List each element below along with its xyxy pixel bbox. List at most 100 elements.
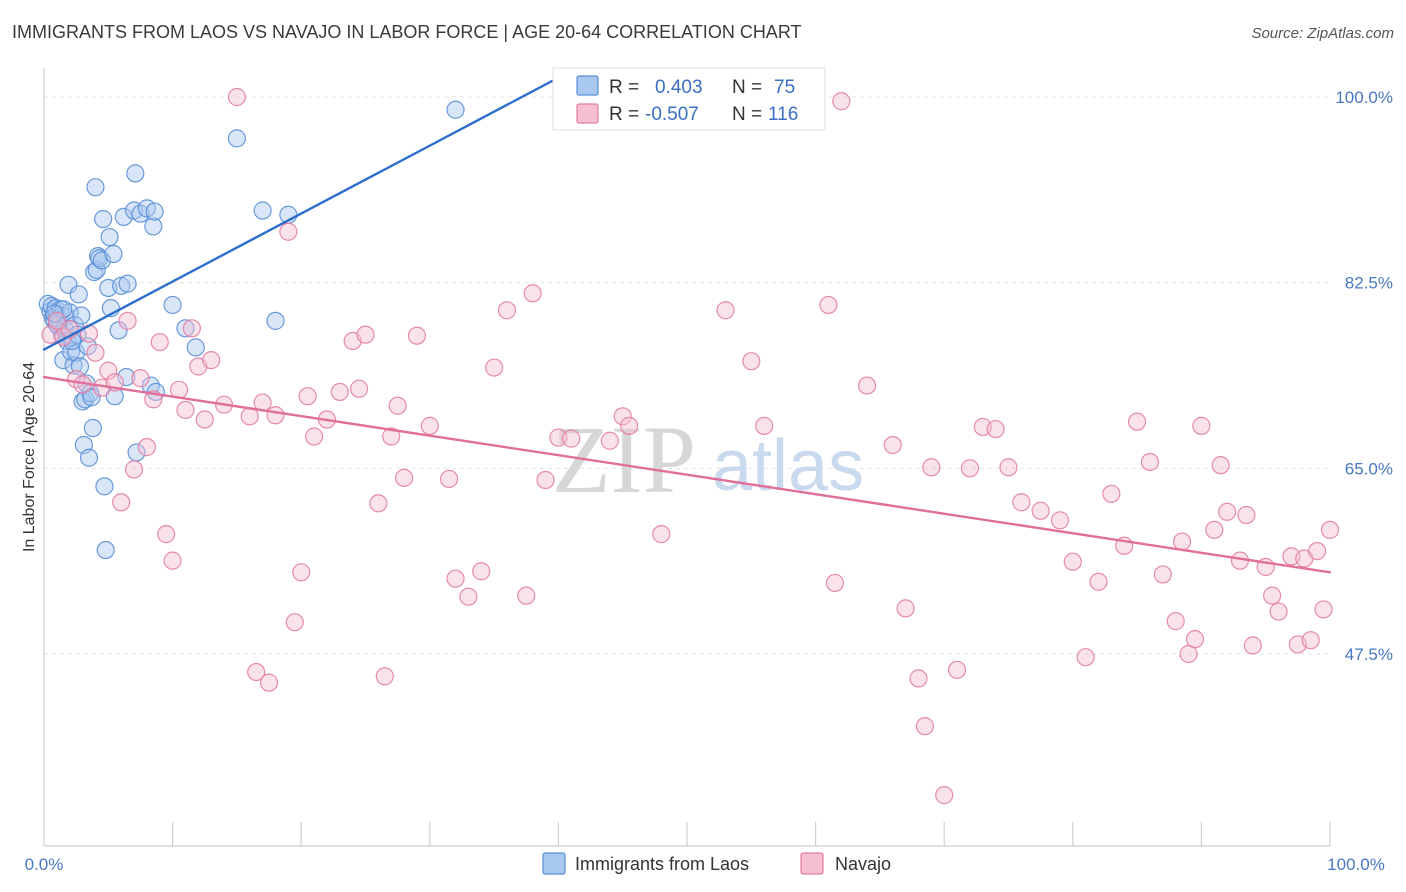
- point-s1-57: [523, 284, 542, 303]
- x-tick-label-right: 100.0%: [1327, 855, 1385, 874]
- legend-r-label-laos: R =: [609, 77, 639, 98]
- point-s1-12: [118, 311, 137, 330]
- point-s0-45: [100, 227, 119, 247]
- point-s0-66: [227, 129, 246, 148]
- point-s0-39: [90, 249, 109, 268]
- point-s1-32: [266, 406, 285, 425]
- point-s1-82: [986, 419, 1005, 439]
- point-s0-61: [145, 202, 164, 221]
- point-s0-25: [72, 306, 91, 325]
- point-s1-41: [349, 379, 369, 398]
- point-s1-73: [883, 435, 902, 455]
- point-s1-31: [259, 673, 279, 692]
- series-legend-swatch-navajo: [800, 852, 824, 875]
- x-tick-label-left: 0.0%: [25, 855, 64, 874]
- scatter-points: [38, 87, 1340, 805]
- point-s1-13: [124, 460, 144, 479]
- trend-lines: [42, 79, 1332, 574]
- point-s1-54: [485, 358, 504, 377]
- point-s1-48: [407, 326, 427, 345]
- point-s1-107: [1263, 586, 1282, 605]
- legend-swatch-navajo: [576, 103, 599, 124]
- x-axis-ticks: [172, 822, 1331, 846]
- chart-source: Source: ZipAtlas.com: [1251, 25, 1394, 42]
- point-s1-98: [1185, 630, 1205, 649]
- point-s0-36: [86, 178, 105, 197]
- point-s1-55: [497, 301, 517, 320]
- point-s0-67: [253, 201, 272, 220]
- point-s1-66: [716, 301, 735, 320]
- point-s1-90: [1102, 484, 1121, 503]
- point-s0-53: [118, 274, 137, 293]
- point-s1-72: [857, 376, 877, 395]
- watermark-atlas: atlas: [712, 426, 864, 506]
- legend-n-value-laos: 75: [774, 77, 795, 98]
- point-s1-86: [1050, 511, 1070, 530]
- point-s1-102: [1218, 502, 1237, 521]
- legend-r-label-navajo: R =: [609, 104, 639, 125]
- y-tick-label-1: 82.5%: [1345, 274, 1393, 293]
- point-s1-46: [388, 396, 407, 415]
- point-s1-22: [182, 319, 201, 338]
- legend-r-value-laos: 0.403: [655, 77, 703, 98]
- point-s1-27: [227, 87, 246, 107]
- point-s1-19: [163, 551, 182, 570]
- point-s1-77: [922, 458, 941, 477]
- point-s0-74: [45, 304, 64, 323]
- point-s1-80: [960, 459, 980, 478]
- point-s1-105: [1243, 636, 1262, 655]
- point-s1-84: [1012, 493, 1031, 512]
- point-s1-37: [304, 427, 324, 446]
- point-s1-113: [1308, 541, 1327, 561]
- point-s0-60: [144, 217, 163, 236]
- legend-r-value-navajo: -0.507: [645, 104, 699, 125]
- y-tick-label-0: 100.0%: [1335, 88, 1393, 107]
- point-s1-75: [909, 669, 928, 688]
- point-s0-68: [266, 311, 285, 330]
- point-s1-35: [292, 563, 311, 582]
- watermark: ZIP atlas: [552, 406, 864, 513]
- trend-line-series-1: [42, 375, 1332, 574]
- point-s1-58: [536, 470, 555, 490]
- point-s1-94: [1153, 565, 1172, 584]
- point-s1-49: [420, 416, 439, 435]
- point-s0-64: [176, 319, 195, 338]
- point-s1-11: [112, 493, 131, 512]
- point-s0-70: [446, 100, 465, 119]
- point-s1-78: [935, 786, 954, 805]
- point-s0-31: [79, 448, 99, 467]
- point-s1-115: [1320, 520, 1340, 539]
- series-1-points: [41, 87, 1340, 805]
- point-s1-36: [298, 387, 317, 406]
- point-s1-71: [832, 92, 851, 111]
- point-s1-62: [600, 431, 619, 450]
- point-s1-9: [99, 361, 118, 380]
- point-s1-96: [1173, 532, 1192, 551]
- point-s1-39: [330, 382, 349, 402]
- point-s1-29: [247, 662, 266, 682]
- point-s1-85: [1031, 501, 1050, 520]
- point-s0-55: [126, 164, 145, 183]
- point-s1-7: [86, 343, 105, 362]
- point-s0-37: [87, 260, 106, 280]
- point-s0-40: [92, 251, 111, 270]
- watermark-zip: ZIP: [552, 406, 696, 513]
- point-s1-44: [375, 667, 394, 686]
- point-s1-70: [825, 573, 844, 593]
- chart-title: IMMIGRANTS FROM LAOS VS NAVAJO IN LABOR …: [12, 22, 802, 42]
- point-s0-65: [186, 338, 205, 357]
- point-s0-63: [163, 295, 182, 315]
- trend-line-series-0: [42, 79, 554, 351]
- point-s0-42: [95, 477, 114, 496]
- point-s1-34: [285, 613, 304, 632]
- point-s1-99: [1192, 416, 1211, 435]
- point-s1-18: [157, 525, 176, 544]
- point-s1-51: [446, 569, 465, 588]
- point-s1-53: [472, 562, 491, 581]
- point-s1-25: [202, 351, 221, 370]
- point-s1-1: [47, 311, 66, 330]
- point-s0-52: [117, 367, 136, 387]
- point-s1-56: [517, 586, 536, 605]
